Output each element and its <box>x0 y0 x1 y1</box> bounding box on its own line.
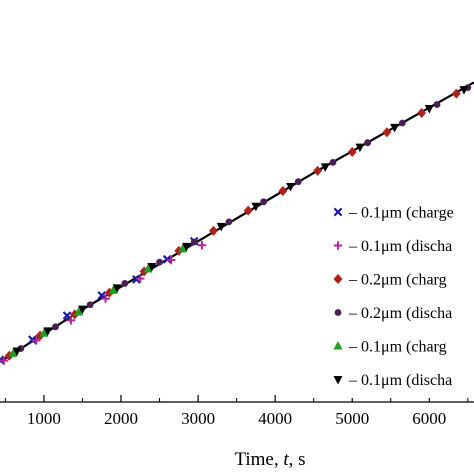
data-point <box>355 143 365 153</box>
legend-label: – 0.1μm (discha <box>348 372 452 389</box>
x-ticks: 1000 2000 3000 4000 5000 6000 <box>4 395 469 428</box>
series-5 <box>8 243 188 357</box>
data-point <box>39 328 49 337</box>
data-point <box>143 263 153 273</box>
data-point <box>0 355 5 365</box>
legend-label: – 0.1μm (charg <box>348 339 447 356</box>
legend-item: – 0.2μm (discha <box>334 305 452 322</box>
legend-marker <box>333 207 343 217</box>
data-point <box>216 222 226 232</box>
data-point <box>364 139 372 147</box>
data-point <box>329 159 337 166</box>
data-point <box>225 218 233 226</box>
x-tick-label: 2000 <box>104 409 138 428</box>
data-point <box>156 258 163 266</box>
legend-item: – 0.2μm (charg <box>333 272 447 289</box>
data-point <box>208 225 218 236</box>
x-tick-label: 6000 <box>412 409 446 428</box>
data-point <box>398 119 406 127</box>
legend-label: – 0.1μm (charge <box>348 205 454 222</box>
legend-marker <box>334 309 342 316</box>
legend-item: – 0.1μm (charg <box>333 339 447 356</box>
data-point <box>260 198 267 206</box>
data-point <box>197 241 207 250</box>
data-point <box>320 163 330 172</box>
legend-label: – 0.2μm (discha <box>348 305 452 322</box>
series-2 <box>0 241 207 365</box>
x-tick-label: 1000 <box>27 409 61 428</box>
data-point <box>52 323 59 331</box>
data-point <box>166 255 176 265</box>
data-point <box>382 127 392 138</box>
data-point <box>451 88 461 99</box>
x-axis-title-prefix: Time, <box>234 449 283 470</box>
data-point <box>43 327 53 336</box>
data-point <box>424 105 434 114</box>
legend: – 0.1μm (charge – 0.1μm (discha – 0.2μm (c… <box>324 195 474 398</box>
data-point <box>243 205 253 216</box>
data-point <box>433 101 441 108</box>
legend-label: – 0.2μm (charg <box>348 272 447 289</box>
data-point <box>77 305 87 315</box>
data-point <box>147 263 157 272</box>
plot-area <box>0 81 474 365</box>
x-tick-label: 3000 <box>181 409 215 428</box>
axes: 1000 2000 3000 4000 5000 6000 <box>0 395 474 428</box>
legend-marker <box>333 376 343 385</box>
data-point <box>74 306 84 316</box>
legend-item: – 0.1μm (charge <box>333 205 454 222</box>
data-point <box>121 280 129 287</box>
data-point <box>112 284 122 293</box>
legend-marker <box>333 341 343 350</box>
legend-marker <box>333 274 343 284</box>
data-point <box>108 285 118 294</box>
data-point <box>286 183 296 192</box>
x-axis-title: Time, t, s <box>234 449 305 470</box>
data-point <box>459 86 469 95</box>
x-tick-label: 5000 <box>335 409 369 428</box>
x-axis-title-suffix: , s <box>289 449 306 470</box>
legend-item: – 0.1μm (discha <box>333 372 452 389</box>
x-tick-label: 4000 <box>258 409 292 428</box>
data-point <box>182 242 192 252</box>
data-point <box>86 301 94 309</box>
data-point <box>62 311 72 320</box>
data-point <box>0 356 9 365</box>
data-point <box>66 316 76 325</box>
data-point <box>8 348 18 357</box>
data-point <box>251 202 261 212</box>
data-point <box>101 294 110 303</box>
legend-marker <box>333 241 343 250</box>
data-point <box>278 185 288 196</box>
legend-label: – 0.1μm (discha <box>348 238 452 255</box>
data-point <box>178 243 188 253</box>
data-point <box>313 165 323 176</box>
data-point <box>12 347 22 356</box>
data-point <box>294 178 302 186</box>
legend-box <box>324 195 474 398</box>
legend-item: – 0.1μm (discha <box>333 238 452 255</box>
data-point <box>417 107 427 118</box>
series-6 <box>12 86 469 356</box>
data-point <box>32 336 41 345</box>
data-point <box>136 274 145 283</box>
data-point <box>190 238 198 246</box>
x-axis-title-variable: t <box>283 449 289 470</box>
data-point <box>347 146 357 157</box>
data-point <box>390 123 400 133</box>
